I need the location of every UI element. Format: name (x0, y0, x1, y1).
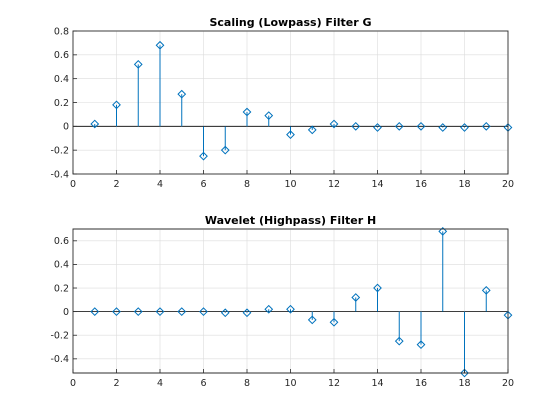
stem-marker (481, 121, 491, 131)
stem-marker (220, 308, 230, 318)
x-tick-label: 0 (70, 378, 76, 389)
stem-marker (503, 123, 513, 132)
subplot-wavelet-filter: 0 2 4 6 8 10 12 14 16 18 20 -0.4 -0.2 0 0.2 0.4 0.6 Wavel… (50, 214, 514, 389)
stem-marker (112, 100, 121, 110)
x-tick-label: 18 (458, 378, 470, 389)
stem-marker (286, 304, 295, 314)
chart-title: Wavelet (Highpass) Filter H (205, 214, 376, 227)
stem-marker (264, 111, 274, 120)
x-tick-label: 0 (70, 179, 76, 190)
y-tick-label: -0.4 (50, 169, 69, 180)
x-tick-label: 14 (371, 179, 383, 190)
x-tick-label: 6 (200, 378, 206, 389)
stem-marker (438, 226, 448, 236)
y-tick-label: -0.2 (50, 145, 69, 156)
stem-marker (460, 123, 469, 132)
x-tick-label: 12 (328, 378, 340, 389)
stem-marker (373, 283, 382, 293)
stem-marker (307, 125, 317, 135)
y-tick-label: 0.2 (54, 98, 69, 109)
y-tick-label: 0.6 (54, 50, 69, 61)
x-tick-label: 16 (415, 378, 427, 389)
y-tick-label: 0.2 (54, 283, 69, 294)
x-tick-label: 18 (458, 179, 470, 190)
stem-marker (112, 307, 121, 317)
stem-marker (394, 336, 404, 346)
stem-marker (307, 315, 317, 325)
stem-marker (286, 130, 295, 140)
x-tick-label: 12 (328, 179, 340, 190)
x-tick-label: 6 (200, 179, 206, 190)
x-tick-label: 8 (244, 378, 250, 389)
y-tick-label: 0.4 (54, 260, 69, 271)
stem-marker (133, 59, 143, 69)
y-tick-label: 0 (63, 122, 69, 133)
stem-marker (373, 123, 382, 132)
stem-marker (199, 307, 208, 317)
y-tick-label: 0.4 (54, 74, 69, 85)
stem-marker (481, 285, 491, 295)
stem-marker (329, 317, 339, 327)
y-tick-label: 0.8 (54, 26, 69, 37)
x-tick-label: 4 (157, 179, 163, 190)
y-tick-label: -0.2 (50, 331, 69, 342)
x-tick-label: 2 (113, 179, 119, 190)
stem-marker (351, 121, 361, 131)
subplot-scaling-filter: 0 2 4 6 8 10 12 14 16 18 20 -0.4 -0.2 0 0.2 0.4 0.6 0.8 Sc… (50, 16, 514, 190)
y-tick-label: 0 (63, 307, 69, 318)
stem-marker (351, 293, 361, 302)
stem-marker (133, 307, 143, 317)
stem-marker (242, 308, 252, 318)
x-tick-label: 4 (157, 378, 163, 389)
chart-title: Scaling (Lowpass) Filter G (209, 16, 371, 29)
x-tick-label: 20 (502, 378, 514, 389)
stem-marker (90, 119, 100, 129)
x-tick-label: 2 (113, 378, 119, 389)
x-tick-label: 10 (284, 179, 296, 190)
stem-marker (460, 368, 469, 378)
x-tick-label: 10 (284, 378, 296, 389)
y-tick-label: 0.6 (54, 236, 69, 247)
stem-marker (416, 121, 426, 131)
stem-marker (155, 307, 165, 317)
x-tick-label: 8 (244, 179, 250, 190)
stem-marker (199, 151, 208, 161)
stem-marker (394, 121, 404, 131)
stem-marker (264, 304, 274, 314)
stem-marker (329, 119, 339, 129)
stem-marker (438, 123, 448, 132)
x-tick-label: 20 (502, 179, 514, 190)
x-tick-label: 16 (415, 179, 427, 190)
stem-marker (177, 89, 187, 99)
stem-marker (503, 310, 513, 320)
stem-marker (220, 145, 230, 155)
stem-marker (155, 40, 165, 50)
y-tick-label: -0.4 (50, 354, 69, 365)
x-tick-label: 14 (371, 378, 383, 389)
stem-marker (416, 340, 426, 350)
stem-marker (242, 107, 252, 117)
stem-marker (177, 307, 187, 317)
stem-marker (90, 307, 100, 317)
